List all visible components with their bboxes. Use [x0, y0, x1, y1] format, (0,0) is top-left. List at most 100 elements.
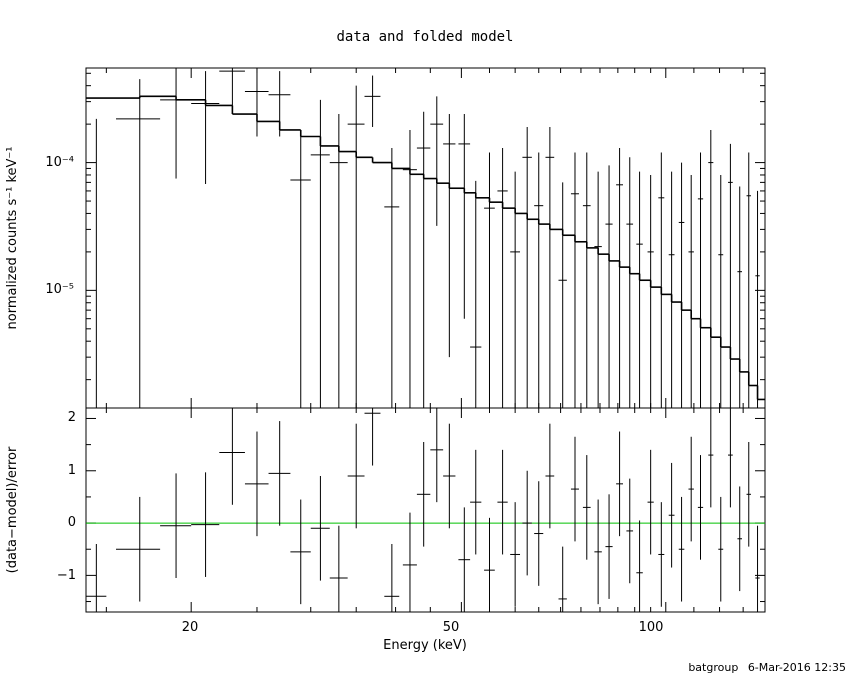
data-point [522, 126, 532, 408]
data-point [244, 68, 269, 137]
residual-point [510, 502, 521, 607]
data-point [626, 157, 634, 408]
residual-point [347, 423, 365, 529]
residual-point [755, 525, 760, 612]
model-curve [86, 95, 765, 401]
data-point [384, 148, 400, 408]
data-point [310, 99, 330, 408]
data-point [534, 152, 544, 408]
residual-point [697, 455, 704, 560]
data-point [582, 152, 591, 408]
data-point [364, 75, 381, 127]
data-point [647, 174, 654, 408]
footer-user: batgroup [688, 661, 739, 674]
residual-point [160, 473, 192, 578]
y-tick-label-0: 0 [68, 515, 76, 530]
residual-point [594, 499, 602, 605]
residual-point [708, 408, 714, 508]
footer-timestamp: 6-Mar-2016 12:35 [747, 661, 846, 674]
data-point [708, 129, 714, 408]
residual-point [688, 436, 694, 542]
x-tick-label-20: 20 [182, 620, 199, 635]
data-point [470, 180, 482, 408]
residuals-y-axis-label: (data−model)/error [5, 446, 20, 573]
data-point [728, 143, 733, 408]
data-point [755, 190, 760, 408]
chart-title: data and folded model [336, 29, 514, 45]
data-point [545, 126, 555, 408]
residual-point [545, 423, 555, 529]
residual-point [605, 494, 613, 599]
residual-point [430, 408, 444, 503]
residual-point [402, 512, 417, 612]
residual-point [290, 499, 311, 605]
residual-point [470, 449, 482, 555]
residual-point [116, 496, 161, 602]
data-point [658, 152, 665, 408]
data-point [443, 114, 456, 358]
residual-point [191, 472, 220, 577]
data-point [616, 148, 624, 408]
residual-point [443, 423, 456, 529]
residual-point [534, 481, 544, 586]
residual-point [658, 502, 665, 607]
residual-point [582, 455, 591, 560]
data-point [570, 152, 579, 408]
residual-point [497, 449, 508, 555]
data-point [329, 114, 348, 408]
residuals-axis-ticks [86, 408, 766, 612]
footer: batgroup 6-Mar-2016 12:35 [682, 661, 846, 674]
data-point [219, 68, 245, 106]
residual-point [616, 431, 624, 537]
data-point [668, 171, 675, 408]
data-point [688, 174, 694, 408]
x-axis-label: Energy (keV) [383, 638, 467, 653]
residual-point [746, 442, 751, 547]
residual-point [310, 476, 330, 581]
data-point [558, 182, 567, 408]
data-point [678, 162, 685, 408]
data-point [347, 85, 365, 408]
data-point [402, 129, 417, 408]
data-point [484, 152, 495, 408]
residual-point [647, 449, 654, 555]
data-point [605, 165, 613, 408]
data-point [191, 71, 220, 184]
data-point [458, 114, 471, 319]
residual-point [268, 421, 291, 526]
residual-point [458, 507, 471, 612]
x-tick-label-100: 100 [639, 620, 664, 635]
residual-data-points [86, 408, 760, 612]
residual-point [668, 462, 675, 568]
residual-point [219, 408, 245, 505]
residuals-plot-frame [85, 407, 766, 613]
residual-point [718, 496, 724, 602]
data-point [416, 111, 431, 408]
residuals-panel: 2 1 0 −1 (data−model)/error [5, 407, 766, 613]
data-point [636, 171, 643, 408]
residual-point [728, 408, 733, 508]
residual-point [364, 408, 381, 466]
residual-point [522, 470, 532, 576]
data-point [497, 148, 508, 408]
y-tick-label-1e-4: 10⁻⁴ [45, 155, 74, 170]
data-point [430, 96, 444, 226]
data-point [718, 174, 724, 408]
spectrum-data-points [86, 68, 760, 409]
spectrum-y-axis-label: normalized counts s⁻¹ keV⁻¹ [5, 147, 20, 330]
y-tick-label-2: 2 [68, 410, 76, 425]
data-point [268, 71, 291, 137]
data-point [116, 79, 161, 408]
residual-point [737, 486, 743, 592]
residual-point [626, 478, 634, 584]
data-point [510, 171, 521, 408]
spectrum-plot-frame [85, 67, 766, 409]
data-point [594, 171, 602, 408]
data-point [290, 133, 311, 408]
residual-point [329, 525, 348, 612]
y-tick-label-minus-1: −1 [57, 568, 76, 583]
spectrum-panel: 10⁻⁴ 10⁻⁵ normalized counts s⁻¹ keV⁻¹ [5, 67, 766, 409]
y-tick-label-1: 1 [68, 463, 76, 478]
residual-point [416, 442, 431, 547]
